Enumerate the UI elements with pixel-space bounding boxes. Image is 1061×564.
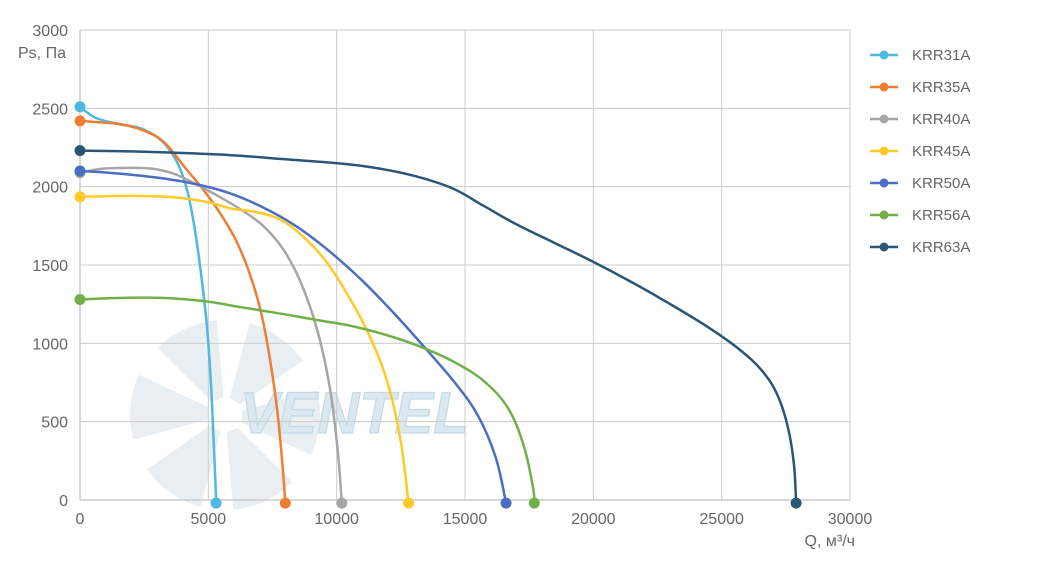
y-tick-label: 1000 [32,336,68,353]
series-start-marker-KRR31A [75,101,86,112]
series-end-marker-KRR31A [211,498,222,509]
series-end-marker-KRR40A [336,498,347,509]
legend-label: KRR40A [912,111,970,128]
x-tick-label: 30000 [828,511,873,528]
y-tick-label: 2500 [32,101,68,118]
legend-swatch-marker [880,115,889,124]
legend-swatch-marker [880,83,889,92]
legend-label: KRR35A [912,79,970,96]
legend-swatch-marker [880,179,889,188]
legend-swatch-marker [880,211,889,220]
y-tick-label: 0 [59,493,68,510]
legend-label: KRR45A [912,143,970,160]
x-tick-label: 25000 [699,511,744,528]
x-tick-label: 20000 [571,511,616,528]
legend-swatch-marker [880,243,889,252]
legend-swatch-marker [880,147,889,156]
legend-label: KRR56A [912,207,970,224]
y-tick-label: 500 [41,415,68,432]
series-end-marker-KRR50A [501,498,512,509]
series-start-marker-KRR63A [75,145,86,156]
series-start-marker-KRR45A [75,191,86,202]
x-tick-label: 10000 [314,511,359,528]
legend-swatch-marker [880,51,889,60]
x-axis-label: Q, м³/ч [805,533,855,550]
series-start-marker-KRR50A [75,166,86,177]
series-start-marker-KRR35A [75,115,86,126]
legend-label: KRR50A [912,175,970,192]
legend-label: KRR31A [912,47,970,64]
y-tick-label: 3000 [32,23,68,40]
chart-svg: VENTEL0500010000150002000025000300000500… [0,0,1061,564]
series-end-marker-KRR35A [280,498,291,509]
series-start-marker-KRR56A [75,294,86,305]
series-end-marker-KRR63A [791,498,802,509]
series-end-marker-KRR56A [529,498,540,509]
x-tick-label: 5000 [191,511,227,528]
series-end-marker-KRR45A [403,498,414,509]
y-tick-label: 1500 [32,258,68,275]
legend-label: KRR63A [912,239,970,256]
fan-performance-chart: VENTEL0500010000150002000025000300000500… [0,0,1061,564]
x-tick-label: 15000 [443,511,488,528]
x-tick-label: 0 [76,511,85,528]
y-axis-label: Ps, Па [18,45,66,62]
y-tick-label: 2000 [32,180,68,197]
